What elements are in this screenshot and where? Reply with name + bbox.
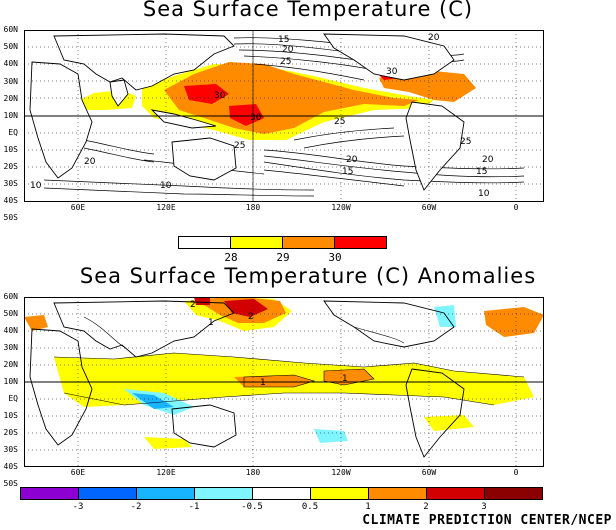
lat-label: 10S: [3, 145, 18, 154]
legend-label: 28: [224, 251, 238, 264]
contour-label: 15: [342, 167, 353, 177]
india-land: [109, 79, 129, 107]
sst-map: 15 20 25 30 30 30 25 20 20 20 20 15 15 1…: [24, 30, 544, 202]
contour-label: 30: [250, 113, 262, 123]
lon-label: 180: [245, 468, 261, 477]
australia-land: [171, 137, 237, 181]
australia-land: [171, 404, 237, 448]
lat-label: 50S: [3, 479, 18, 488]
sst-legend-bar: [178, 236, 387, 249]
land-outlines: [29, 33, 465, 191]
contour-label: 15: [278, 35, 289, 45]
lon-label: 180: [245, 203, 261, 212]
lat-label: 30N: [3, 343, 18, 352]
lat-label: 10S: [3, 411, 18, 420]
lon-label: 120E: [156, 468, 176, 477]
north-america-land: [323, 300, 455, 348]
lat-label: EQ: [8, 394, 18, 403]
contour-label: 10: [478, 189, 490, 199]
contour-label: 1: [342, 374, 348, 384]
anomaly-map: 2 2 1 1 1: [24, 297, 544, 467]
legend-label: 1: [365, 502, 371, 512]
contour-label: 30: [214, 91, 226, 101]
contour-label: 20: [282, 45, 294, 55]
lat-label: 50S: [3, 213, 18, 222]
contour-label: 20: [346, 155, 358, 165]
contour-label: 25: [334, 117, 345, 127]
anomaly-legend-bar: [20, 487, 543, 500]
contour-value-labels: 15 20 25 30 30 30 25 20 20 20 20 15 15 1…: [30, 33, 494, 199]
eurasia-land: [53, 33, 235, 91]
anomaly-contours: [53, 316, 525, 406]
lon-label: 0: [513, 203, 519, 212]
lon-label: 60E: [70, 203, 86, 212]
lat-label: 40S: [3, 196, 18, 205]
legend-label: -0.5: [241, 502, 263, 512]
indonesia-land: [150, 109, 217, 129]
south-america-land: [405, 101, 465, 191]
contour-label: 15: [476, 167, 487, 177]
north-america-land: [323, 33, 455, 81]
lat-label: 30N: [3, 77, 18, 86]
lat-label: 20N: [3, 360, 18, 369]
lon-label: 60W: [421, 468, 437, 477]
lat-label: 20S: [3, 162, 18, 171]
contour-label: 20: [428, 33, 440, 43]
legend-label: -2: [130, 502, 142, 512]
contour-label: 2: [190, 300, 196, 310]
lat-label: 10N: [3, 377, 18, 386]
eurasia-land: [53, 300, 235, 358]
lat-label: 40S: [3, 462, 18, 471]
sst-title: Sea Surface Temperature (C): [142, 0, 474, 21]
contour-label: 1: [260, 378, 266, 388]
land-outlines: [29, 300, 465, 458]
legend-label: 30: [328, 251, 342, 264]
legend-label: 3: [481, 502, 487, 512]
africa-land: [29, 328, 93, 446]
contour-label: 25: [460, 137, 471, 147]
africa-land: [29, 61, 93, 179]
south-america-land: [405, 368, 465, 458]
lon-label: 60W: [421, 203, 437, 212]
contour-label: 30: [386, 67, 398, 77]
contour-label: 10: [160, 181, 172, 191]
lat-label: 30S: [3, 445, 18, 454]
contour-label: 1: [208, 318, 214, 328]
lat-label: 50N: [3, 309, 18, 318]
lat-label: 50N: [3, 42, 18, 51]
contour-label: 25: [280, 57, 291, 67]
anomaly-contour-labels: 2 2 1 1 1: [190, 300, 348, 388]
legend-label: 0.5: [301, 502, 319, 512]
lon-label: 120W: [331, 203, 351, 212]
contour-label: 25: [234, 141, 245, 151]
lat-label: 10N: [3, 111, 18, 120]
lat-label: EQ: [8, 128, 18, 137]
contour-label: 10: [30, 181, 42, 191]
lat-label: 60N: [3, 25, 18, 34]
lat-label: 40N: [3, 59, 18, 68]
lon-label: 60E: [70, 468, 86, 477]
lat-label: 40N: [3, 326, 18, 335]
contour-label: 20: [84, 157, 96, 167]
credit-text: CLIMATE PREDICTION CENTER/NCEP: [362, 513, 612, 528]
lon-label: 120W: [331, 468, 351, 477]
legend-label: -3: [72, 502, 84, 512]
lat-label: 20N: [3, 94, 18, 103]
contour-label: 20: [482, 155, 494, 165]
legend-label: 2: [423, 502, 429, 512]
legend-label: -1: [188, 502, 200, 512]
lat-label: 60N: [3, 292, 18, 301]
legend-label: 29: [276, 251, 290, 264]
contour-label: 2: [248, 312, 254, 322]
lat-label: 20S: [3, 428, 18, 437]
anomaly-title: Sea Surface Temperature (C) Anomalies: [79, 264, 537, 288]
lon-label: 0: [513, 468, 519, 477]
lat-label: 30S: [3, 179, 18, 188]
lon-label: 120E: [156, 203, 176, 212]
